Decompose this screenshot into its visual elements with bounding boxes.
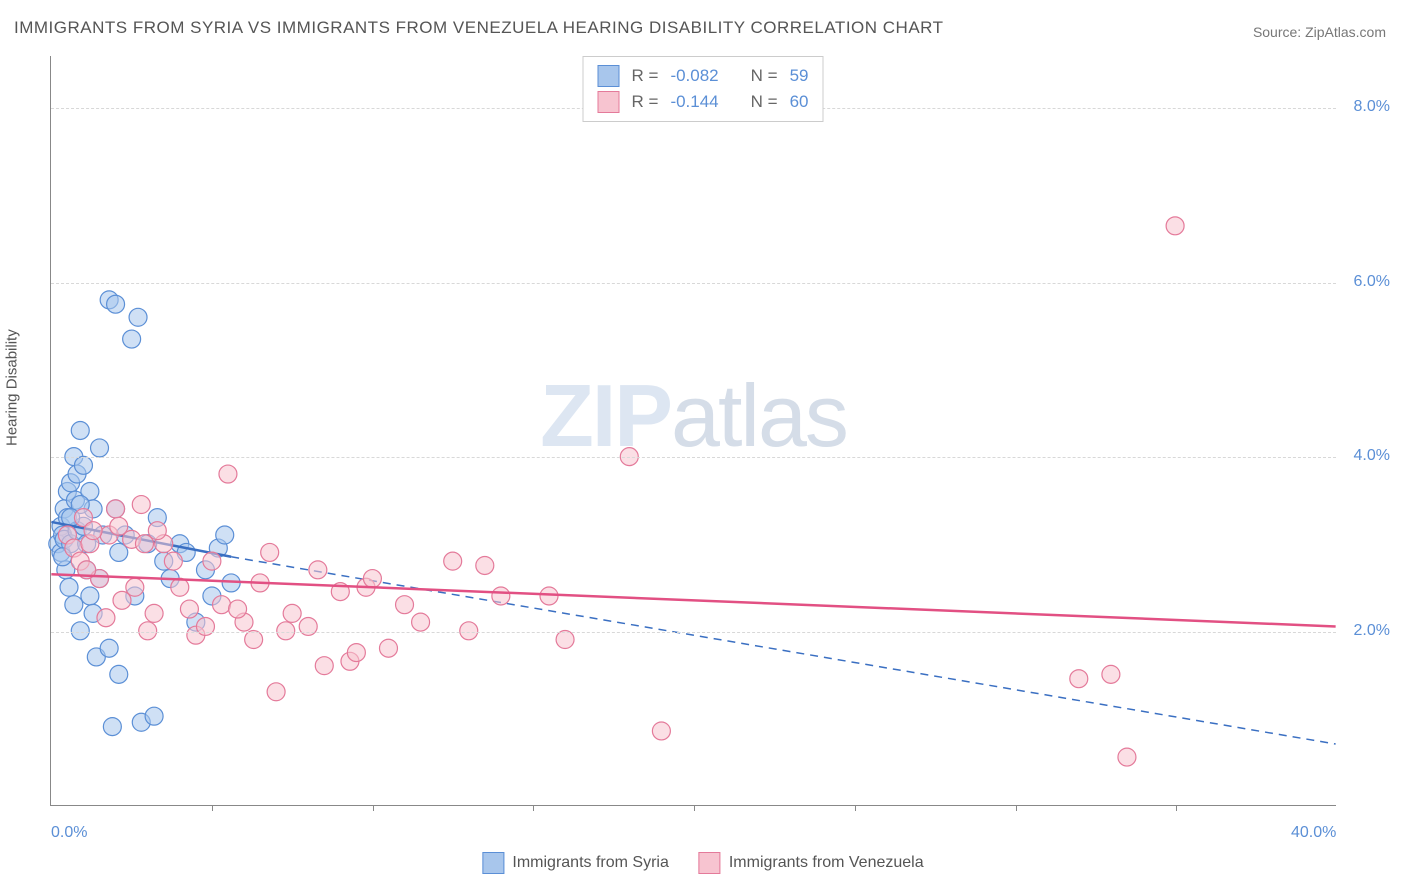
x-tick-label: 0.0% xyxy=(51,824,87,842)
r-value-pink: -0.144 xyxy=(670,92,718,112)
bottom-legend: Immigrants from Syria Immigrants from Ve… xyxy=(482,852,923,874)
n-label: N = xyxy=(751,92,778,112)
y-tick-label: 4.0% xyxy=(1354,447,1390,465)
r-value-blue: -0.082 xyxy=(670,66,718,86)
chart-svg xyxy=(51,56,1336,805)
stats-box: R = -0.082 N = 59 R = -0.144 N = 60 xyxy=(583,56,824,122)
n-label: N = xyxy=(751,66,778,86)
legend-label-pink: Immigrants from Venezuela xyxy=(729,854,924,872)
n-value-blue: 59 xyxy=(790,66,809,86)
y-tick-label: 8.0% xyxy=(1354,98,1390,116)
legend-item-blue: Immigrants from Syria xyxy=(482,852,668,874)
y-tick-label: 6.0% xyxy=(1354,273,1390,291)
legend-label-blue: Immigrants from Syria xyxy=(512,854,668,872)
y-tick-label: 2.0% xyxy=(1354,622,1390,640)
chart-title: IMMIGRANTS FROM SYRIA VS IMMIGRANTS FROM… xyxy=(14,18,944,38)
r-label: R = xyxy=(632,92,659,112)
source-label: Source: ZipAtlas.com xyxy=(1253,24,1386,40)
stats-row-pink: R = -0.144 N = 60 xyxy=(598,89,809,115)
swatch-blue xyxy=(598,65,620,87)
x-tick-label: 40.0% xyxy=(1291,824,1336,842)
n-value-pink: 60 xyxy=(790,92,809,112)
y-axis-label: Hearing Disability xyxy=(4,329,21,446)
stats-row-blue: R = -0.082 N = 59 xyxy=(598,63,809,89)
legend-item-pink: Immigrants from Venezuela xyxy=(699,852,924,874)
legend-swatch-pink xyxy=(699,852,721,874)
plot-area: ZIPatlas 2.0%4.0%6.0%8.0%0.0%40.0% xyxy=(50,56,1336,806)
swatch-pink xyxy=(598,91,620,113)
legend-swatch-blue xyxy=(482,852,504,874)
r-label: R = xyxy=(632,66,659,86)
